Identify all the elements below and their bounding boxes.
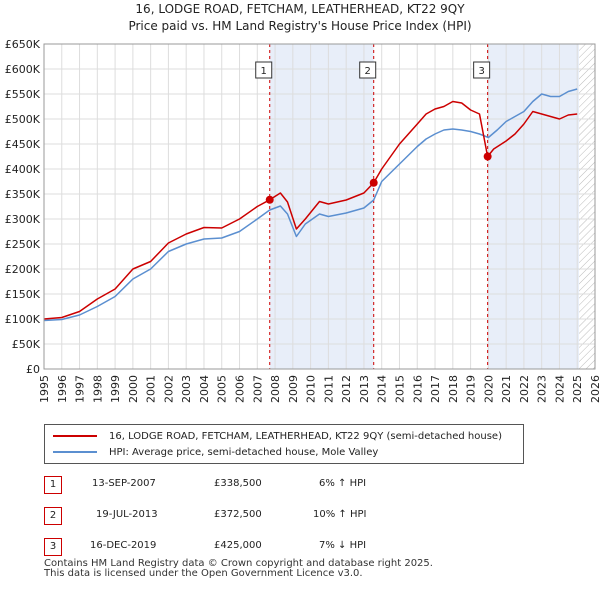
sale-price: £372,500 bbox=[214, 509, 262, 520]
x-tick-label: 2003 bbox=[180, 375, 193, 403]
legend-entry-hpi: HPI: Average price, semi-detached house,… bbox=[45, 444, 378, 460]
sale-marker-label: 1 bbox=[261, 66, 267, 77]
x-tick-label: 2017 bbox=[429, 375, 442, 403]
sale-number: 1 bbox=[44, 476, 62, 494]
x-tick-label: 2000 bbox=[127, 375, 140, 403]
y-tick-label: £400K bbox=[5, 163, 41, 176]
x-tick-label: 1998 bbox=[91, 375, 104, 403]
x-tick-label: 2014 bbox=[376, 375, 389, 403]
x-tick-label: 2021 bbox=[500, 375, 513, 403]
x-tick-label: 1999 bbox=[109, 375, 122, 403]
x-tick-label: 2010 bbox=[305, 375, 318, 403]
sale-date: 19-JUL-2013 bbox=[96, 509, 158, 520]
forecast-hatch bbox=[579, 44, 595, 369]
legend-label-hpi: HPI: Average price, semi-detached house,… bbox=[109, 446, 379, 458]
x-tick-label: 2012 bbox=[340, 375, 353, 403]
y-tick-label: £550K bbox=[5, 88, 41, 101]
sale-date: 16-DEC-2019 bbox=[90, 540, 157, 551]
sale-hpi-change: 6% ↑ HPI bbox=[319, 478, 367, 489]
sale-marker-label: 2 bbox=[365, 66, 371, 77]
ownership-band-2 bbox=[487, 44, 580, 369]
y-tick-label: £500K bbox=[5, 113, 41, 126]
chart-title: 16, LODGE ROAD, FETCHAM, LEATHERHEAD, KT… bbox=[135, 2, 465, 16]
x-tick-label: 2013 bbox=[358, 375, 371, 403]
x-tick-label: 1995 bbox=[38, 375, 51, 403]
y-tick-label: £250K bbox=[5, 238, 41, 251]
y-tick-label: £200K bbox=[5, 263, 41, 276]
x-tick-label: 2001 bbox=[145, 375, 158, 403]
price-chart: £0 £50K £100K £150K £200K £250K £300K £350K £400… bbox=[5, 38, 600, 403]
legend-label-property: 16, LODGE ROAD, FETCHAM, LEATHERHEAD, KT… bbox=[109, 430, 502, 442]
x-tick-label: 2008 bbox=[269, 375, 282, 403]
property-series-line bbox=[43, 100, 578, 320]
x-tick-label: 2006 bbox=[234, 375, 247, 403]
sale-marker-box bbox=[255, 61, 273, 79]
sale-date: 13-SEP-2007 bbox=[92, 478, 156, 489]
x-tick-label: 2007 bbox=[251, 375, 264, 403]
legend-swatch-property bbox=[53, 435, 97, 437]
sale-number: 3 bbox=[44, 538, 62, 556]
y-tick-label: £100K bbox=[5, 313, 41, 326]
x-tick-label: 2016 bbox=[411, 375, 424, 403]
x-tick-label: 2026 bbox=[589, 375, 600, 403]
footer-line-2: This data is licensed under the Open Gov… bbox=[44, 568, 363, 579]
plot-border bbox=[43, 43, 596, 370]
y-tick-label: £300K bbox=[5, 213, 41, 226]
x-tick-label: 2024 bbox=[553, 375, 566, 403]
sale-row-1: 1 13-SEP-2007 £338,500 6% ↑ HPI bbox=[44, 476, 444, 496]
y-tick-label: £0 bbox=[26, 363, 40, 376]
x-tick-label: 1996 bbox=[56, 375, 69, 403]
hpi-series-line bbox=[43, 88, 578, 322]
sale-price: £338,500 bbox=[214, 478, 262, 489]
legend-entry-property: 16, LODGE ROAD, FETCHAM, LEATHERHEAD, KT… bbox=[45, 428, 502, 444]
sale-point bbox=[265, 195, 274, 204]
sale-marker-box bbox=[473, 61, 491, 79]
ownership-band-1 bbox=[269, 44, 374, 369]
y-tick-label: £350K bbox=[5, 188, 41, 201]
y-tick-label: £650K bbox=[5, 38, 41, 51]
x-tick-label: 2002 bbox=[162, 375, 175, 403]
legend-swatch-hpi bbox=[53, 451, 97, 453]
x-tick-label: 2018 bbox=[447, 375, 460, 403]
sale-hpi-change: 7% ↓ HPI bbox=[319, 540, 367, 551]
sale-price: £425,000 bbox=[214, 540, 262, 551]
x-tick-label: 2025 bbox=[571, 375, 584, 403]
footer-attribution: Contains HM Land Registry data © Crown c… bbox=[44, 559, 433, 579]
sale-hpi-change: 10% ↑ HPI bbox=[313, 509, 367, 520]
x-tick-label: 2011 bbox=[322, 375, 335, 403]
x-tick-label: 2009 bbox=[287, 375, 300, 403]
chart-legend: 16, LODGE ROAD, FETCHAM, LEATHERHEAD, KT… bbox=[44, 424, 524, 464]
chart-subtitle: Price paid vs. HM Land Registry's House … bbox=[128, 19, 472, 33]
sale-point bbox=[483, 152, 492, 161]
x-tick-label: 2015 bbox=[393, 375, 406, 403]
sale-row-3: 3 16-DEC-2019 £425,000 7% ↓ HPI bbox=[44, 538, 444, 558]
sale-marker-label: 3 bbox=[478, 66, 484, 77]
y-tick-label: £600K bbox=[5, 63, 41, 76]
sale-point bbox=[369, 178, 378, 187]
x-tick-label: 2020 bbox=[482, 375, 495, 403]
x-tick-label: 2005 bbox=[216, 375, 229, 403]
y-tick-label: £150K bbox=[5, 288, 41, 301]
x-tick-label: 2022 bbox=[518, 375, 531, 403]
x-tick-label: 1997 bbox=[74, 375, 87, 403]
sale-number: 2 bbox=[44, 507, 62, 525]
x-tick-label: 2004 bbox=[198, 375, 211, 403]
sale-marker-box bbox=[359, 61, 377, 79]
footer-line-1: Contains HM Land Registry data © Crown c… bbox=[44, 558, 433, 569]
y-tick-label: £450K bbox=[5, 138, 41, 151]
x-tick-label: 2023 bbox=[536, 375, 549, 403]
sale-row-2: 2 19-JUL-2013 £372,500 10% ↑ HPI bbox=[44, 507, 444, 527]
y-tick-label: £50K bbox=[12, 338, 41, 351]
x-tick-label: 2019 bbox=[465, 375, 478, 403]
